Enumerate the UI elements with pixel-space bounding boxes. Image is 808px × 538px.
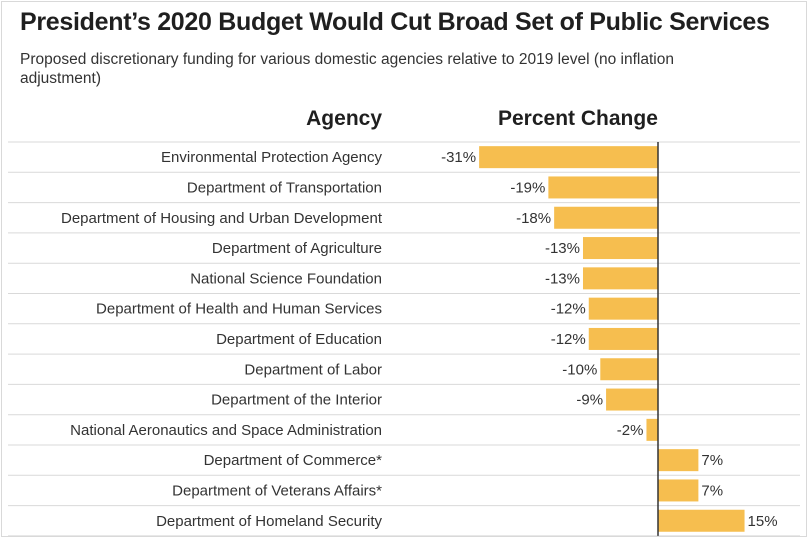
bar	[582, 237, 658, 260]
value-label: -2%	[617, 422, 644, 439]
value-label: -12%	[551, 331, 586, 348]
chart-title: President’s 2020 Budget Would Cut Broad …	[20, 8, 770, 36]
agency-label: Department of Labor	[244, 361, 382, 378]
agency-label: Department of Homeland Security	[156, 513, 382, 530]
bar	[658, 509, 745, 532]
agency-label: National Aeronautics and Space Administr…	[70, 422, 382, 439]
bar	[658, 449, 699, 472]
agency-label: Department of Transportation	[187, 179, 382, 196]
bar	[582, 267, 658, 290]
bar	[588, 327, 658, 350]
chart-subtitle: Proposed discretionary funding for vario…	[20, 51, 674, 87]
value-label: 15%	[748, 513, 778, 530]
agency-label: Department of Housing and Urban Developm…	[61, 210, 383, 227]
agency-label: National Science Foundation	[190, 270, 382, 287]
bar	[658, 479, 699, 502]
value-label: -31%	[441, 149, 476, 166]
value-label: -19%	[510, 179, 545, 196]
agency-column-header: Agency	[306, 107, 382, 130]
value-label: -13%	[545, 270, 580, 287]
agency-label: Environmental Protection Agency	[161, 149, 382, 166]
value-label: -12%	[551, 301, 586, 318]
bar	[548, 176, 658, 199]
bar	[606, 388, 658, 411]
agency-label: Department of Veterans Affairs*	[172, 482, 382, 499]
value-label: -13%	[545, 240, 580, 257]
value-label: 7%	[701, 452, 723, 469]
agency-label: Department of Education	[216, 331, 382, 348]
agency-label: Department of Commerce*	[204, 452, 383, 469]
value-label: -18%	[516, 210, 551, 227]
bar	[600, 358, 658, 381]
agency-label: Department of the Interior	[211, 392, 382, 409]
agency-label: Department of Agriculture	[212, 240, 382, 257]
bar	[646, 418, 658, 441]
percent-change-column-header: Percent Change	[498, 107, 658, 130]
value-label: 7%	[701, 482, 723, 499]
agency-label: Department of Health and Human Services	[96, 301, 382, 318]
value-label: -10%	[562, 361, 597, 378]
bar	[479, 146, 658, 169]
bar	[554, 206, 658, 229]
value-label: -9%	[576, 392, 603, 409]
bar	[588, 297, 658, 320]
